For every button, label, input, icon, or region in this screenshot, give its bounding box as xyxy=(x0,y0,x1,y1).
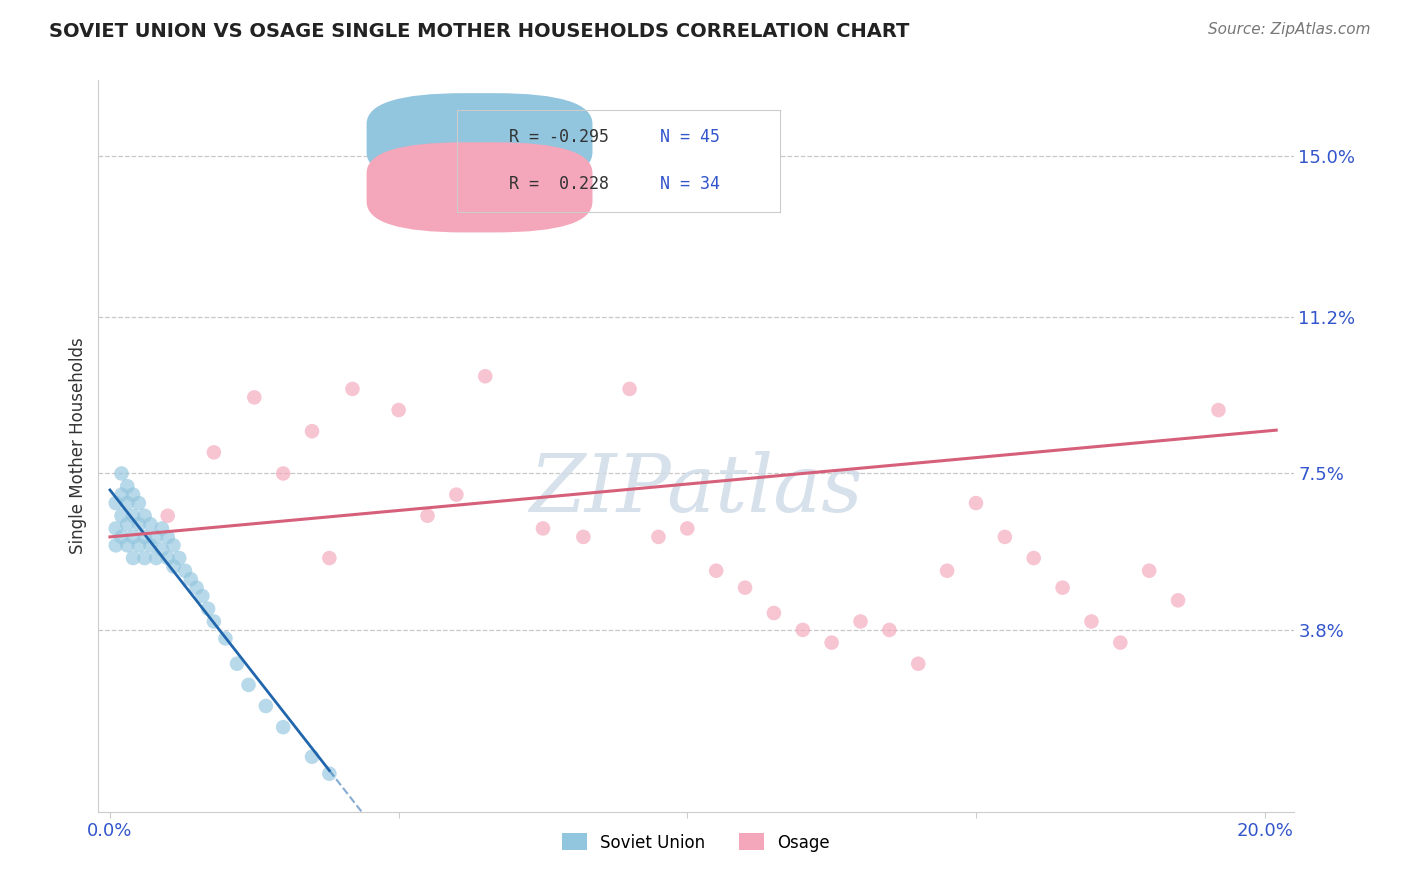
Point xyxy=(162,559,184,574)
Point xyxy=(134,508,156,523)
Point xyxy=(139,538,162,552)
Point xyxy=(202,615,225,629)
Point xyxy=(647,530,669,544)
Point xyxy=(271,720,294,734)
Point xyxy=(104,538,127,552)
Point xyxy=(1167,593,1189,607)
Point xyxy=(676,521,699,535)
Point xyxy=(301,749,323,764)
Point xyxy=(186,581,208,595)
Point xyxy=(416,508,439,523)
Point xyxy=(180,572,202,586)
Point xyxy=(202,445,225,459)
Point xyxy=(388,403,411,417)
Point xyxy=(128,496,150,510)
Point xyxy=(474,369,496,384)
Point xyxy=(110,467,132,481)
Point xyxy=(318,551,340,566)
Point xyxy=(1137,564,1160,578)
Point xyxy=(619,382,641,396)
Point xyxy=(965,496,987,510)
Point xyxy=(191,589,214,603)
Point xyxy=(1109,635,1132,649)
Point xyxy=(734,581,756,595)
Point xyxy=(128,538,150,552)
Point xyxy=(762,606,785,620)
Point xyxy=(122,530,145,544)
Text: R =  0.228: R = 0.228 xyxy=(509,176,609,194)
Point xyxy=(197,601,219,615)
Point xyxy=(156,530,179,544)
Point xyxy=(254,699,277,714)
Point xyxy=(1022,551,1045,566)
Point xyxy=(994,530,1017,544)
Point xyxy=(128,517,150,532)
Point xyxy=(1080,615,1102,629)
Point xyxy=(134,530,156,544)
Point xyxy=(104,496,127,510)
Point xyxy=(849,615,872,629)
Point xyxy=(214,632,236,646)
Point xyxy=(907,657,929,671)
Point xyxy=(446,488,468,502)
Point xyxy=(936,564,959,578)
Legend: Soviet Union, Osage: Soviet Union, Osage xyxy=(555,827,837,858)
Point xyxy=(1052,581,1074,595)
Point xyxy=(820,635,842,649)
Text: ZIPatlas: ZIPatlas xyxy=(529,451,863,529)
Text: N = 45: N = 45 xyxy=(661,128,720,146)
Point xyxy=(167,551,190,566)
Point xyxy=(150,542,173,557)
Point xyxy=(342,382,364,396)
Text: SOVIET UNION VS OSAGE SINGLE MOTHER HOUSEHOLDS CORRELATION CHART: SOVIET UNION VS OSAGE SINGLE MOTHER HOUS… xyxy=(49,22,910,41)
Text: N = 34: N = 34 xyxy=(661,176,720,194)
Text: R = -0.295: R = -0.295 xyxy=(509,128,609,146)
FancyBboxPatch shape xyxy=(367,93,592,183)
Point xyxy=(134,551,156,566)
Point xyxy=(110,508,132,523)
Point xyxy=(122,551,145,566)
Point xyxy=(174,564,197,578)
Point xyxy=(117,496,139,510)
Point xyxy=(110,530,132,544)
Point xyxy=(145,530,167,544)
Point xyxy=(117,538,139,552)
Point xyxy=(117,517,139,532)
Point xyxy=(156,508,179,523)
Point xyxy=(150,521,173,535)
Point xyxy=(122,508,145,523)
Point xyxy=(792,623,814,637)
Point xyxy=(271,467,294,481)
Point xyxy=(572,530,595,544)
Point xyxy=(110,488,132,502)
Point xyxy=(879,623,901,637)
Point xyxy=(531,521,554,535)
Point xyxy=(145,551,167,566)
Point xyxy=(162,538,184,552)
FancyBboxPatch shape xyxy=(367,143,592,233)
Point xyxy=(117,479,139,493)
Point xyxy=(122,488,145,502)
Point xyxy=(139,517,162,532)
Point xyxy=(104,521,127,535)
Point xyxy=(238,678,260,692)
Point xyxy=(156,551,179,566)
Point xyxy=(301,424,323,438)
Y-axis label: Single Mother Households: Single Mother Households xyxy=(69,338,87,554)
Point xyxy=(226,657,249,671)
Point xyxy=(704,564,727,578)
Text: Source: ZipAtlas.com: Source: ZipAtlas.com xyxy=(1208,22,1371,37)
Point xyxy=(318,766,340,780)
Point xyxy=(1208,403,1230,417)
Point xyxy=(243,390,266,404)
